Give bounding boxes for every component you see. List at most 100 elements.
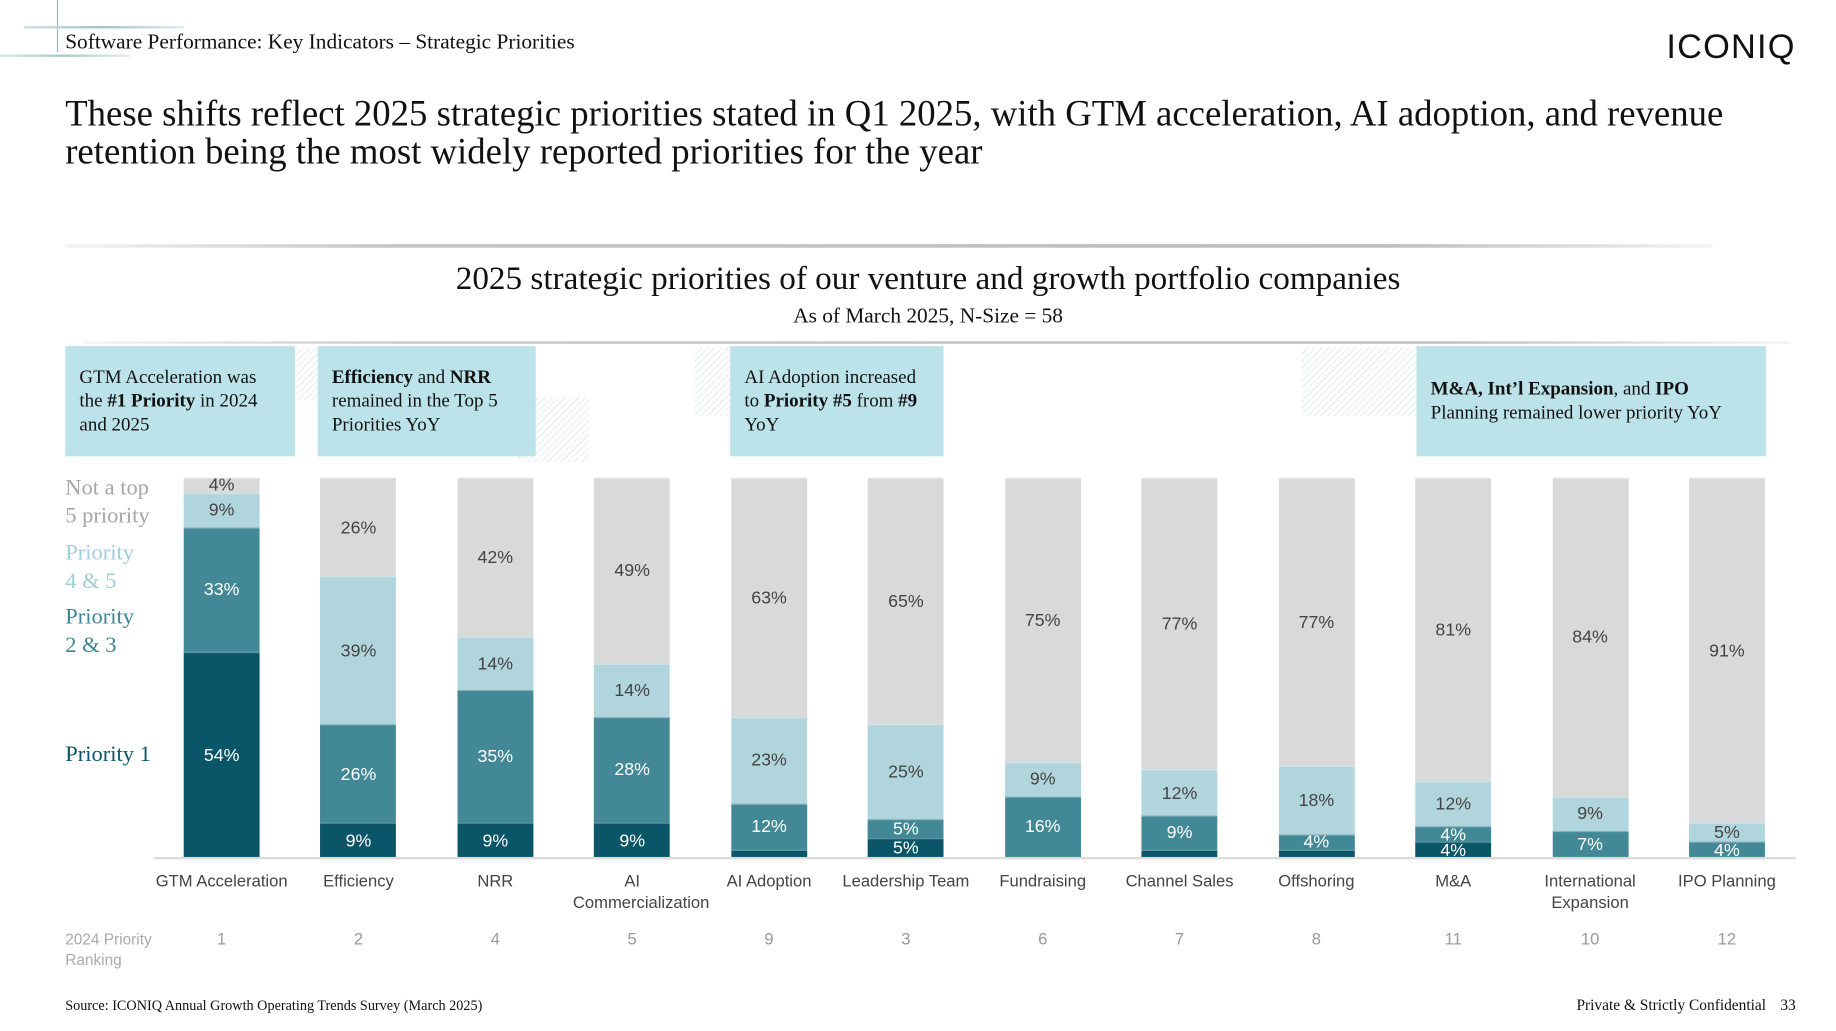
x-tick-label: AI Commercialization [572,871,710,912]
bar-m-a: 4% 4% 12% 81% [1415,477,1492,859]
data-label: 65% [888,591,924,612]
confidential-label: Private & Strictly Confidential [1576,995,1767,1014]
segment-not-top5: 81% [1415,477,1492,782]
bar-offshoring: 4% 18% 77% [1278,477,1355,857]
data-label: 25% [888,762,924,783]
segment-not-top5: 42% [457,477,534,637]
callout-gtm: GTM Acceleration was the #1 Priority in … [65,346,296,457]
ranking-2024: 6 [1038,929,1048,949]
segment-p45: 23% [731,716,807,804]
segment-p23: 12% [731,803,807,850]
segment-p45: 18% [1278,765,1355,835]
segment-not-top5: 77% [1278,477,1355,766]
ranking-2024: 12 [1717,929,1737,949]
data-label: 9% [208,500,235,521]
segment-p1: 9% [457,822,534,857]
section-header: Software Performance: Key Indicators – S… [65,29,575,54]
x-axis-line [154,856,1796,860]
segment-p23: 35% [457,690,534,823]
segment-not-top5: 77% [1141,477,1218,770]
data-label: 84% [1572,627,1608,648]
x-tick-label: Leadership Team [842,871,970,891]
segment-not-top5: 63% [731,477,807,717]
segment-p23: 9% [1141,815,1218,850]
data-label: 63% [751,587,787,608]
segment-p45: 9% [1004,762,1081,797]
segment-not-top5: 26% [320,477,397,577]
segment-p23: 33% [183,526,260,653]
x-tick-label: International Expansion [1544,871,1636,912]
bar-gtm-acceleration: 54% 33% 9% 4% [183,475,260,857]
data-label: 75% [1024,610,1061,631]
segment-not-top5: 84% [1552,477,1629,797]
data-label: 16% [1024,817,1061,838]
segment-p45: 14% [457,636,534,691]
segment-p23: 7% [1552,830,1629,857]
x-tick-label: Fundraising [999,871,1087,891]
ranking-2024: 4 [490,929,500,949]
bar-leadership-team: 5% 5% 25% 65% [867,477,944,859]
segment-p1: 54% [183,652,260,857]
segment-p23: 28% [594,716,671,823]
x-tick-label: M&A [1435,871,1472,891]
callout-lower-priority: M&A, Int’l Expansion, and IPO Planning r… [1416,346,1767,457]
segment-not-top5: 49% [594,477,671,664]
callout-text: GTM Acceleration was the #1 Priority in … [79,366,258,435]
segment-p1: 9% [594,822,671,857]
data-label: 23% [751,750,787,771]
data-label: 35% [477,746,514,768]
ranking-2024: 3 [901,929,911,949]
segment-not-top5: 75% [1004,477,1081,763]
segment-p1: 9% [320,822,397,857]
legend-p23: Priority 2 & 3 [65,604,135,658]
data-label: 28% [614,760,650,781]
hatch-decoration [694,347,731,417]
decorative-line [0,54,131,57]
data-label: 9% [1166,822,1193,843]
segment-p45: 14% [594,663,671,717]
data-label: 18% [1298,790,1335,811]
data-label: 7% [1577,834,1603,855]
x-tick-label: Offshoring [1278,871,1355,891]
ranking-2024: 8 [1311,929,1321,949]
segment-p45: 12% [1141,769,1218,816]
segment-not-top5: 91% [1688,477,1765,823]
segment-p23: 16% [1004,796,1081,857]
segment-p23: 4% [1415,826,1492,844]
callout-text: M&A, Int’l Expansion, and IPO Planning r… [1430,378,1722,423]
data-label: 12% [1435,794,1472,815]
segment-p45: 12% [1415,781,1492,827]
data-label: 77% [1161,614,1198,635]
ranking-2024: 9 [764,929,774,949]
data-label: 4% [208,475,235,496]
segment-p1 [1278,849,1355,857]
data-label: 9% [619,830,646,851]
bar-fundraising: 16% 9% 75% [1004,477,1081,857]
segment-not-top5: 65% [867,477,944,725]
bar-ai-commercialization: 9% 28% 14% 49% [594,477,671,857]
data-label: 12% [751,817,787,838]
segment-p45: 39% [320,576,397,725]
bar-ipo-planning: 4% 5% 91% [1688,477,1765,859]
callout-text: AI Adoption increased to Priority #5 fro… [744,366,918,435]
data-label: 9% [1029,769,1056,790]
segment-p23: 4% [1688,841,1765,859]
segment-p1 [1141,849,1218,857]
data-label: 33% [203,580,240,601]
data-label: 12% [1161,783,1198,804]
data-label: 5% [1714,822,1740,843]
legend-p45: Priority 4 & 5 [65,540,135,594]
ranking-2024: 1 [217,929,227,949]
segment-p45: 9% [183,492,260,527]
ranking-2024: 2 [353,929,364,949]
divider [82,341,1790,344]
data-label: 4% [1303,832,1330,853]
data-label: 77% [1298,612,1335,633]
segment-p45: 9% [1552,796,1629,831]
data-label: 5% [893,838,919,859]
segment-p23: 4% [1278,832,1355,853]
hatch-decoration [296,347,318,401]
data-label: 9% [482,830,509,851]
bar-efficiency: 9% 26% 39% 26% [320,477,397,857]
